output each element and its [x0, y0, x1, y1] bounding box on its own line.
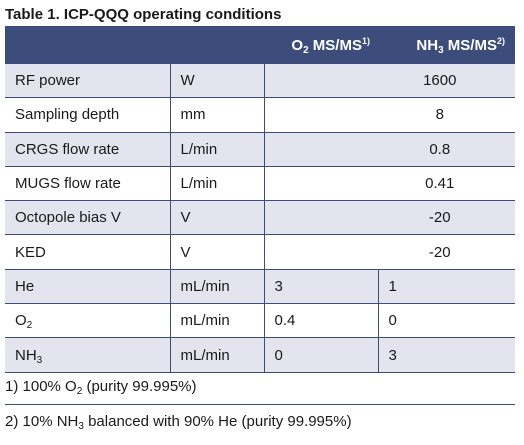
- header-parameter: [5, 26, 170, 64]
- table-row: CRGS flow rate L/min 0.8: [5, 132, 515, 167]
- footnote-1: 1) 100% O2 (purity 99.995%): [5, 378, 197, 397]
- table-row: O2 mL/min 0.4 0: [5, 303, 515, 339]
- table-row: KED V -20: [5, 234, 515, 270]
- row-parameter: Octopole bias V: [5, 200, 171, 236]
- row-value: 0.8: [264, 132, 515, 167]
- row-parameter: He: [5, 269, 171, 305]
- row-unit: L/min: [170, 132, 265, 167]
- row-unit: mm: [170, 97, 265, 133]
- row-value: 0.41: [264, 166, 515, 202]
- header-nh3-ms-ms: NH3 MS/MS2): [378, 26, 515, 64]
- row-unit: V: [170, 234, 265, 270]
- table-row: RF power W 1600: [5, 64, 515, 99]
- footnote-2: 2) 10% NH3 balanced with 90% He (purity …: [5, 413, 352, 432]
- row-unit: mL/min: [170, 337, 265, 373]
- table-caption-label: Table 1.: [5, 6, 60, 23]
- operating-conditions-table: O2 MS/MS1) NH3 MS/MS2) RF power W 1600 S…: [5, 26, 515, 373]
- row-parameter: Sampling depth: [5, 97, 171, 133]
- footnote-divider: [5, 404, 515, 405]
- row-value: -20: [264, 234, 515, 270]
- table-row: Sampling depth mm 8: [5, 97, 515, 133]
- row-unit: mL/min: [170, 303, 265, 339]
- row-parameter: NH3: [5, 337, 171, 373]
- header-unit: [170, 26, 264, 64]
- row-unit: W: [170, 64, 265, 99]
- row-value: 8: [264, 97, 515, 133]
- row-parameter: MUGS flow rate: [5, 166, 171, 202]
- header-o2-ms-ms: O2 MS/MS1): [264, 26, 378, 64]
- table-row: NH3 mL/min 0 3: [5, 337, 515, 373]
- row-unit: V: [170, 200, 265, 236]
- table-caption-text: ICP-QQQ operating conditions: [63, 6, 282, 23]
- table-row: Octopole bias V V -20: [5, 200, 515, 236]
- table-row: He mL/min 3 1: [5, 269, 515, 305]
- row-value: 1600: [264, 64, 515, 99]
- row-unit: L/min: [170, 166, 265, 202]
- table-caption: Table 1. ICP-QQQ operating conditions: [5, 5, 281, 25]
- row-value: -20: [264, 200, 515, 236]
- row-parameter: KED: [5, 234, 171, 270]
- row-nh3-value: 3: [378, 337, 515, 373]
- row-nh3-value: 1: [378, 269, 515, 305]
- row-parameter: O2: [5, 303, 171, 339]
- row-parameter: CRGS flow rate: [5, 132, 171, 167]
- table-header-row: O2 MS/MS1) NH3 MS/MS2): [5, 26, 515, 64]
- table-row: MUGS flow rate L/min 0.41: [5, 166, 515, 202]
- row-unit: mL/min: [170, 269, 265, 305]
- row-parameter: RF power: [5, 64, 171, 99]
- row-o2-value: 0: [264, 337, 379, 373]
- row-o2-value: 0.4: [264, 303, 379, 339]
- row-nh3-value: 0: [378, 303, 515, 339]
- row-o2-value: 3: [264, 269, 379, 305]
